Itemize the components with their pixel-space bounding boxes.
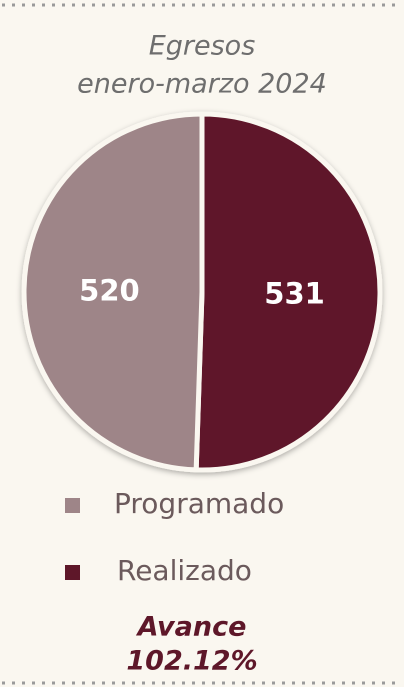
chart-title: enero-marzo 2024 [77,69,327,100]
pie-slice [21,111,205,473]
chart-title: Egresos [149,31,256,62]
legend-label: Realizado [117,554,252,587]
legend-swatch [65,565,80,580]
legend-label: Programado [114,487,284,520]
legend-swatch [65,498,80,513]
pie-slice [193,111,383,473]
annotation: Avance [136,612,247,643]
pie [21,111,383,473]
annotation: 102.12% [126,646,257,677]
data-label: 520 [79,273,140,307]
data-label: 531 [264,277,325,311]
